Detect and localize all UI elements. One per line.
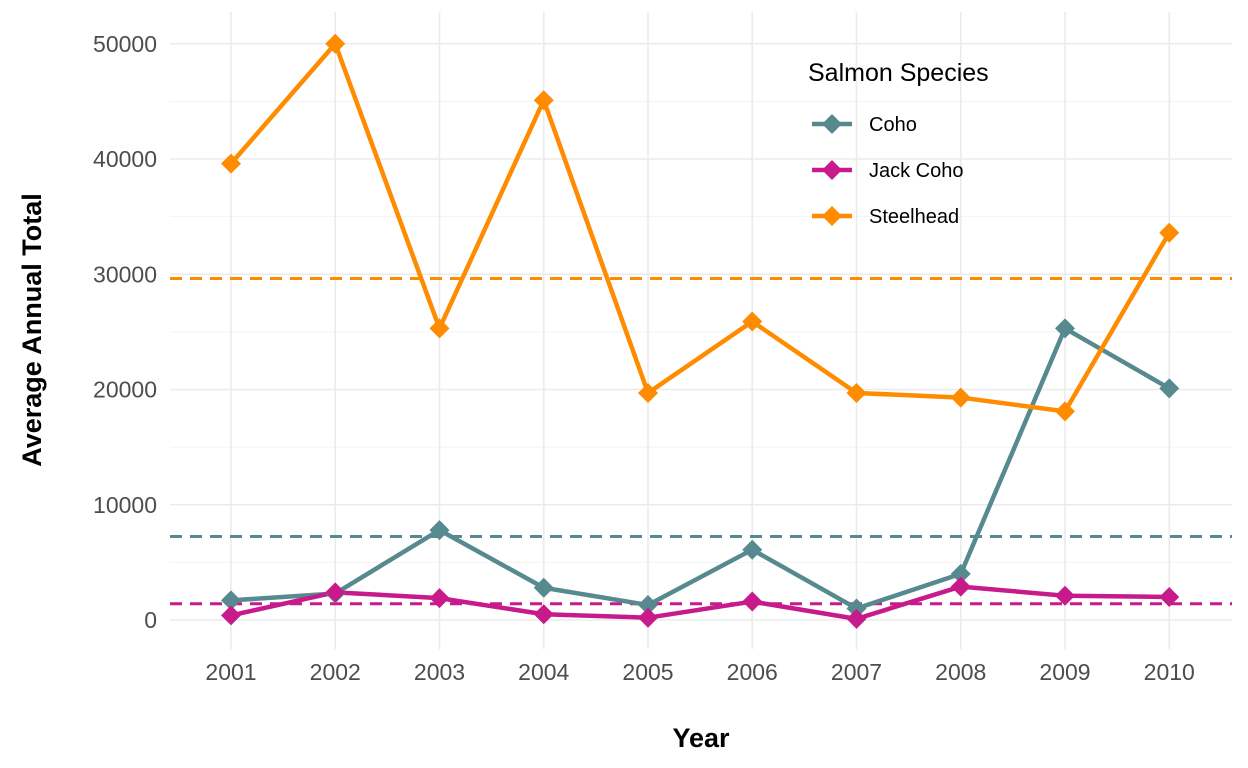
series-line-coho (228, 326, 1172, 611)
legend-label: Steelhead (869, 206, 959, 228)
data-point-steelhead (429, 318, 450, 339)
legend-marker (822, 206, 842, 226)
legend-label: Jack Coho (869, 160, 964, 182)
data-point-steelhead (950, 387, 971, 408)
x-tick-label: 2005 (622, 659, 673, 685)
legend-label: Coho (869, 114, 917, 136)
legend: Salmon Species Coho Jack Coho Steelhead (808, 59, 989, 228)
data-point-steelhead (325, 33, 346, 54)
data-point-steelhead (221, 153, 241, 174)
x-axis-title: Year (672, 723, 730, 753)
x-tick-label: 2008 (935, 659, 986, 685)
data-point-steelhead (1159, 222, 1180, 243)
data-point-coho (221, 590, 241, 611)
data-point-jack-coho (742, 591, 763, 612)
x-tick-label: 2004 (518, 659, 569, 685)
y-tick-label: 20000 (93, 377, 157, 403)
series-lines (228, 41, 1172, 622)
y-tick-label: 10000 (93, 492, 157, 518)
legend-item-steelhead: Steelhead (812, 206, 959, 228)
series-line-jack-coho (228, 584, 1172, 622)
mean-reference-lines (170, 277, 1232, 606)
data-point-jack-coho (638, 607, 658, 628)
x-tick-label: 2003 (414, 659, 465, 685)
data-point-coho (742, 539, 763, 560)
x-tick-label: 2010 (1144, 659, 1195, 685)
legend-item-jack-coho: Jack Coho (812, 160, 964, 182)
x-tick-label: 2006 (727, 659, 778, 685)
x-tick-label: 2007 (831, 659, 882, 685)
y-tick-label: 40000 (93, 146, 157, 172)
data-point-jack-coho (429, 588, 450, 609)
series-points (221, 33, 1180, 629)
data-point-steelhead (1055, 401, 1075, 422)
data-point-steelhead (533, 90, 554, 111)
legend-marker (822, 160, 842, 180)
y-tick-label: 30000 (93, 261, 157, 287)
data-point-coho (533, 577, 554, 598)
y-tick-label: 0 (144, 607, 157, 633)
data-point-jack-coho (846, 608, 867, 629)
legend-items: Coho Jack Coho Steelhead (812, 114, 964, 228)
data-point-jack-coho (325, 582, 346, 603)
data-point-coho (950, 563, 971, 584)
data-point-coho (846, 598, 867, 619)
data-point-jack-coho (533, 604, 554, 625)
series-line-steelhead (228, 41, 1172, 414)
x-tick-labels: 2001 2002 2003 2004 2005 2006 2007 2008 2009 2010 (205, 659, 1194, 685)
legend-item-coho: Coho (812, 114, 917, 136)
data-point-steelhead (846, 382, 867, 403)
data-point-jack-coho (950, 576, 971, 597)
data-point-steelhead (638, 382, 658, 403)
y-tick-label: 50000 (93, 31, 157, 57)
legend-title: Salmon Species (808, 59, 989, 87)
y-tick-labels: 0 10000 20000 30000 40000 50000 (93, 31, 157, 633)
data-point-coho (638, 595, 658, 616)
x-tick-label: 2002 (310, 659, 361, 685)
minor-gridlines (170, 100, 1232, 563)
data-point-coho (1055, 318, 1075, 339)
data-point-steelhead (742, 311, 763, 332)
legend-marker (822, 114, 842, 134)
x-tick-label: 2009 (1039, 659, 1090, 685)
data-point-jack-coho (1055, 585, 1075, 606)
y-axis-title: Average Annual Total (17, 193, 47, 467)
data-point-jack-coho (221, 605, 241, 626)
data-point-coho (429, 520, 450, 541)
data-point-coho (1159, 378, 1180, 399)
data-point-jack-coho (1159, 586, 1180, 607)
x-tick-label: 2001 (205, 659, 256, 685)
